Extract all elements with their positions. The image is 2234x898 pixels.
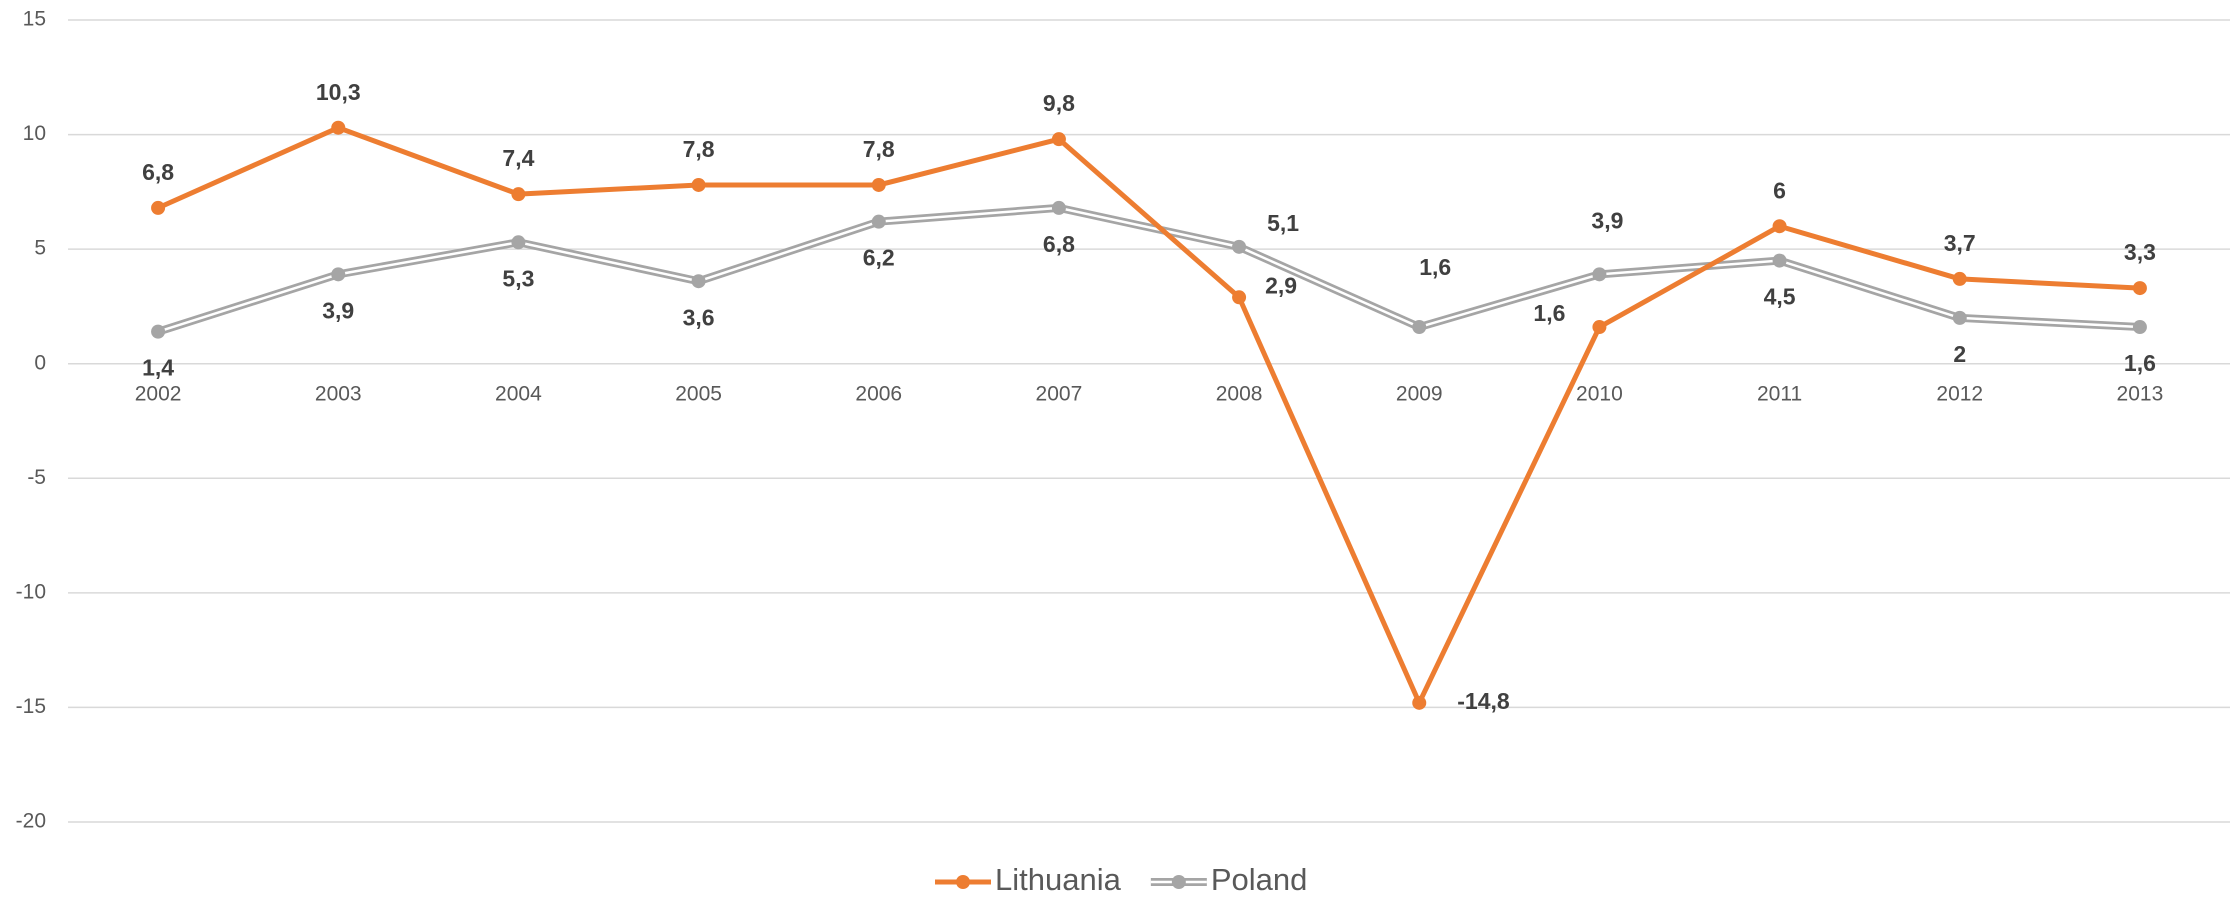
line-highlight <box>157 206 2140 333</box>
data-point <box>1051 132 1066 147</box>
data-point <box>871 214 886 229</box>
value-label: 1,6 <box>1419 254 1451 280</box>
data-point <box>1412 695 1427 710</box>
value-label: 6 <box>1773 177 1786 203</box>
data-point <box>511 235 526 250</box>
data-point <box>1772 219 1787 234</box>
y-tick-label: -20 <box>16 810 46 833</box>
value-label: 5,3 <box>502 265 534 291</box>
value-label: 6,8 <box>142 159 174 185</box>
x-tick-label: 2003 <box>315 382 362 405</box>
value-label: 6,2 <box>863 245 895 271</box>
x-tick-label: 2010 <box>1576 382 1623 405</box>
x-tick-label: 2012 <box>1936 382 1983 405</box>
data-point <box>2132 320 2147 335</box>
value-label: 7,4 <box>502 145 534 171</box>
y-tick-label: 0 <box>34 351 46 374</box>
value-label: 9,8 <box>1043 90 1075 116</box>
value-label: 3,9 <box>1591 207 1623 233</box>
x-tick-label: 2004 <box>495 382 542 405</box>
x-tick-label: 2006 <box>855 382 902 405</box>
x-tick-label: 2002 <box>135 382 182 405</box>
legend-marker <box>1171 875 1186 889</box>
value-label: 3,3 <box>2124 239 2156 265</box>
legend-label: Lithuania <box>995 862 1122 897</box>
value-label: 5,1 <box>1267 210 1299 236</box>
data-point <box>1232 239 1247 254</box>
x-tick-label: 2008 <box>1216 382 1263 405</box>
data-point <box>1952 310 1967 325</box>
y-tick-label: -15 <box>16 695 46 718</box>
data-point <box>1412 320 1427 335</box>
x-tick-label: 2009 <box>1396 382 1443 405</box>
value-label: 2 <box>1953 341 1966 367</box>
data-point <box>331 120 346 135</box>
y-tick-label: -10 <box>16 580 46 603</box>
data-point <box>151 324 166 339</box>
data-point <box>1952 271 1967 286</box>
value-label: -14,8 <box>1457 688 1510 714</box>
value-label: 3,7 <box>1944 230 1976 256</box>
y-tick-label: 5 <box>34 237 46 260</box>
data-point <box>151 200 166 215</box>
data-point <box>871 177 886 192</box>
data-point <box>691 274 706 289</box>
data-point <box>511 187 526 202</box>
value-label: 4,5 <box>1764 284 1796 310</box>
data-point <box>1051 200 1066 215</box>
value-label: 6,8 <box>1043 231 1075 257</box>
data-point <box>1232 290 1247 305</box>
x-tick-label: 2011 <box>1757 382 1802 405</box>
data-point <box>331 267 346 282</box>
value-label: 3,9 <box>322 297 354 323</box>
data-point <box>1772 253 1787 268</box>
value-label: 1,6 <box>1533 300 1565 326</box>
data-point <box>691 177 706 192</box>
value-label: 10,3 <box>316 79 361 105</box>
legend-marker <box>956 875 970 889</box>
value-label: 7,8 <box>863 136 895 162</box>
data-point <box>2132 281 2147 296</box>
value-label: 2,9 <box>1265 272 1297 298</box>
legend-label: Poland <box>1211 862 1308 897</box>
y-tick-label: 10 <box>23 122 46 145</box>
x-tick-label: 2013 <box>2117 382 2164 405</box>
series-line <box>157 125 2141 706</box>
data-point <box>1592 267 1607 282</box>
x-tick-label: 2005 <box>675 382 722 405</box>
value-label: 1,6 <box>2124 350 2156 376</box>
data-point <box>1592 320 1607 335</box>
y-tick-label: -5 <box>27 466 46 489</box>
value-label: 1,4 <box>142 355 174 381</box>
x-tick-label: 2007 <box>1036 382 1083 405</box>
value-label: 3,6 <box>683 304 715 330</box>
value-label: 7,8 <box>683 136 715 162</box>
y-tick-label: 15 <box>23 8 46 31</box>
